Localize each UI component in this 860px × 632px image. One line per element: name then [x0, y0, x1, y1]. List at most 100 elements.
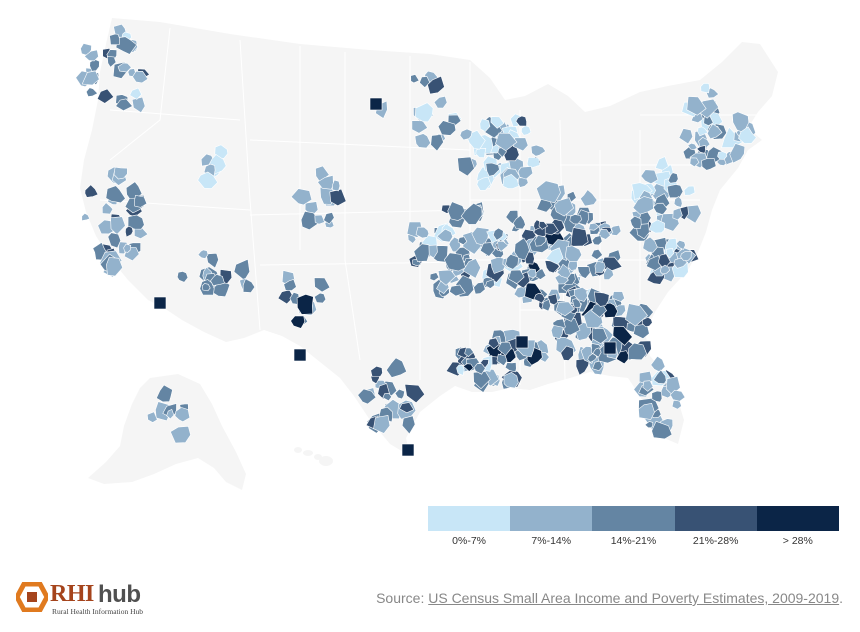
county-shape	[555, 301, 575, 317]
county-shape	[174, 407, 191, 423]
county-shape	[475, 147, 487, 159]
state-border-line	[99, 199, 251, 211]
county-shape	[541, 298, 551, 312]
county-shape	[570, 227, 589, 247]
legend-swatch	[592, 506, 675, 531]
county-shape	[170, 425, 191, 444]
county-shape	[290, 315, 306, 329]
source-suffix: .	[839, 590, 843, 606]
county-shape	[413, 243, 430, 262]
county-shape	[277, 289, 294, 305]
legend-swatch	[428, 506, 511, 531]
county-shape	[197, 171, 218, 189]
county-shape	[550, 324, 564, 340]
state-border-line	[249, 139, 471, 151]
county-shape	[611, 291, 625, 302]
county-shape	[113, 166, 128, 180]
county-shape	[131, 96, 146, 114]
source-link[interactable]: US Census Small Area Income and Poverty …	[428, 590, 840, 606]
county-shape	[638, 402, 655, 420]
rhihub-logo[interactable]: RHI hub Rural Health Information Hub	[16, 581, 176, 618]
county-shape	[592, 328, 608, 344]
county-shape	[110, 216, 126, 236]
county-shape	[156, 384, 173, 403]
county-shape	[83, 49, 99, 62]
county-shape	[490, 116, 505, 129]
county-shape	[479, 242, 496, 257]
legend-label: 21%-28%	[692, 535, 739, 547]
county-shape	[296, 293, 314, 315]
county-shape	[521, 125, 532, 136]
rhihub-hexagon-icon	[16, 582, 48, 612]
county-shape	[427, 75, 445, 95]
county-shape	[495, 132, 518, 152]
county-shape	[496, 353, 508, 367]
county-shape	[89, 58, 100, 72]
county-shape	[399, 402, 415, 414]
county-shape	[370, 365, 383, 377]
county-shape	[313, 292, 327, 304]
county-shape	[651, 390, 663, 403]
county-shape	[479, 118, 491, 132]
county-shape	[526, 156, 541, 169]
county-shape	[700, 83, 710, 94]
county-shape	[594, 291, 610, 307]
county-shape	[577, 266, 591, 279]
county-shape	[641, 316, 653, 328]
county-shape	[115, 98, 133, 112]
logo-hub-text: hub	[98, 581, 141, 608]
county-shape	[603, 341, 617, 355]
county-shape	[485, 162, 500, 177]
county-shape	[592, 347, 602, 358]
county-shape	[686, 96, 707, 116]
county-shape	[701, 158, 717, 171]
county-shape	[386, 357, 407, 378]
county-shape	[369, 97, 383, 111]
county-shape	[81, 213, 91, 222]
county-shape	[133, 194, 148, 208]
county-shape	[665, 248, 675, 259]
legend-label: > 28%	[782, 535, 813, 547]
county-shape	[123, 243, 132, 253]
county-shape	[530, 144, 547, 157]
county-shape	[105, 185, 126, 204]
county-shape	[553, 197, 574, 217]
county-shape	[603, 267, 615, 280]
county-shape	[313, 277, 331, 293]
state-border-line	[344, 52, 361, 361]
county-shape	[667, 172, 679, 184]
county-shape	[117, 62, 132, 73]
county-shape	[729, 143, 746, 164]
county-shape	[473, 371, 491, 390]
county-shape	[580, 189, 598, 207]
county-shape	[473, 363, 486, 375]
logo-rhi-text: RHI	[50, 581, 94, 607]
county-shape	[283, 279, 297, 291]
county-shape	[317, 174, 334, 190]
county-shape	[594, 260, 606, 273]
county-shape	[490, 256, 507, 274]
county-shape	[197, 249, 209, 259]
state-border-line	[249, 209, 471, 216]
county-shape	[323, 212, 335, 225]
county-shape	[129, 87, 142, 100]
legend-label: 7%-14%	[531, 535, 572, 547]
county-shape	[242, 278, 256, 293]
state-border-line	[259, 261, 471, 266]
county-shape	[106, 257, 123, 277]
county-shape	[642, 236, 658, 253]
county-shape	[429, 272, 440, 282]
county-shape	[404, 383, 426, 404]
county-shape	[419, 76, 431, 89]
county-shape	[176, 271, 189, 283]
county-shape	[673, 196, 683, 208]
county-shape	[627, 342, 648, 361]
county-shape	[590, 248, 604, 260]
county-shape	[517, 166, 534, 180]
county-shape	[464, 347, 475, 357]
county-shape	[437, 269, 457, 286]
county-shape	[564, 245, 583, 263]
county-shape	[569, 214, 582, 225]
county-shape	[648, 219, 665, 234]
state-border-line	[109, 109, 241, 121]
